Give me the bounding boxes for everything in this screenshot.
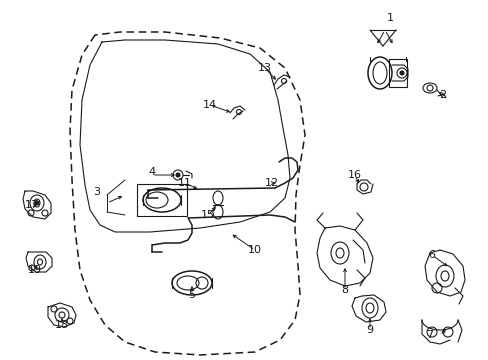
Text: 11: 11 xyxy=(178,178,192,188)
Circle shape xyxy=(35,201,39,205)
Text: 17: 17 xyxy=(25,200,39,210)
Text: 13: 13 xyxy=(258,63,271,73)
Text: 9: 9 xyxy=(366,325,373,335)
Text: 8: 8 xyxy=(341,285,348,295)
Text: 19: 19 xyxy=(28,265,42,275)
Circle shape xyxy=(176,173,180,177)
Text: 6: 6 xyxy=(427,250,435,260)
Text: 1: 1 xyxy=(386,13,393,23)
Text: 14: 14 xyxy=(203,100,217,110)
Text: 7: 7 xyxy=(426,330,433,340)
Text: 5: 5 xyxy=(188,290,195,300)
Text: 2: 2 xyxy=(439,90,446,100)
Text: 12: 12 xyxy=(264,178,279,188)
Text: 4: 4 xyxy=(148,167,155,177)
Text: 15: 15 xyxy=(201,210,215,220)
Text: 18: 18 xyxy=(55,320,69,330)
Text: 16: 16 xyxy=(347,170,361,180)
Text: 3: 3 xyxy=(93,187,101,197)
Text: 10: 10 xyxy=(247,245,262,255)
Circle shape xyxy=(399,71,403,75)
